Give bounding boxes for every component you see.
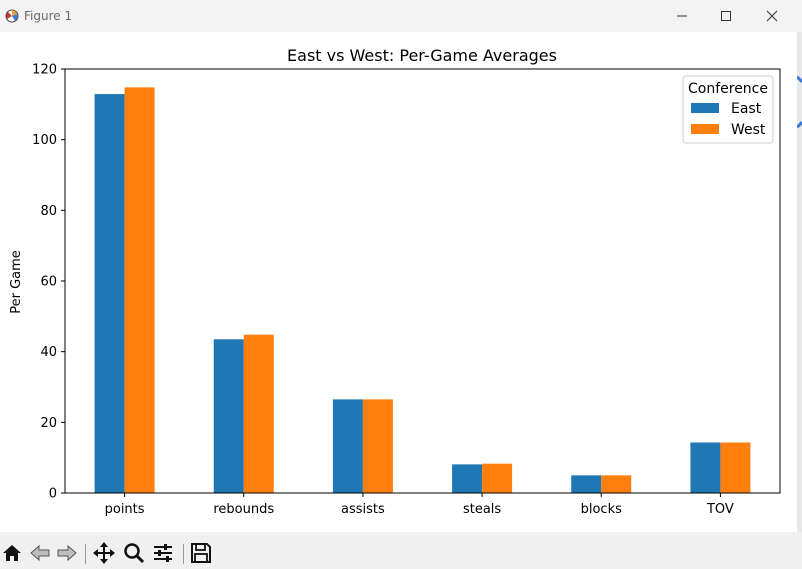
bar-west-rebounds bbox=[243, 334, 274, 493]
save-icon bbox=[191, 543, 211, 563]
window-edge bbox=[797, 32, 802, 532]
bar-west-steals bbox=[482, 463, 513, 493]
minimize-icon bbox=[677, 15, 687, 17]
y-tick-label: 100 bbox=[32, 133, 57, 148]
bar-chart: East vs West: Per-Game Averages Per Game… bbox=[9, 46, 781, 517]
legend-swatch-west bbox=[691, 124, 719, 134]
home-button[interactable] bbox=[0, 541, 24, 565]
configure-subplots-icon bbox=[154, 544, 172, 562]
forward-button[interactable] bbox=[55, 541, 79, 565]
legend-swatch-east bbox=[691, 103, 719, 113]
back-arrow-icon bbox=[30, 544, 50, 562]
x-tick-label: TOV bbox=[706, 502, 734, 517]
figure-canvas: East vs West: Per-Game Averages Per Game… bbox=[0, 32, 797, 532]
y-axis: 0 20 40 60 80 100 120 bbox=[32, 63, 65, 502]
configure-subplots-button[interactable] bbox=[151, 541, 175, 565]
bar-west-blocks bbox=[601, 475, 632, 493]
legend-label-east: East bbox=[731, 101, 762, 117]
bar-west-points bbox=[124, 87, 155, 493]
y-tick-label: 60 bbox=[40, 275, 57, 290]
window-title: Figure 1 bbox=[24, 9, 73, 23]
bar-east-steals bbox=[452, 464, 483, 493]
bar-west-tov bbox=[720, 442, 751, 493]
close-icon bbox=[766, 10, 778, 22]
minimize-button[interactable] bbox=[659, 0, 705, 32]
x-tick-label: blocks bbox=[581, 502, 622, 517]
toolbar-separator bbox=[85, 544, 86, 564]
pan-icon bbox=[93, 542, 115, 564]
x-tick-label: steals bbox=[463, 502, 501, 517]
bar-east-blocks bbox=[571, 475, 602, 493]
y-tick-label: 20 bbox=[40, 416, 57, 431]
bar-east-assists bbox=[332, 399, 363, 493]
forward-arrow-icon bbox=[57, 544, 77, 562]
y-axis-label: Per Game bbox=[9, 250, 24, 314]
y-tick-label: 0 bbox=[49, 487, 57, 502]
maximize-button[interactable] bbox=[703, 0, 749, 32]
toolbar-separator bbox=[183, 544, 184, 564]
legend-title: Conference bbox=[688, 81, 768, 97]
bars-group bbox=[94, 87, 751, 493]
y-tick-label: 120 bbox=[32, 63, 57, 78]
chart-title: East vs West: Per-Game Averages bbox=[287, 46, 557, 65]
bar-east-rebounds bbox=[213, 339, 244, 493]
zoom-button[interactable] bbox=[122, 541, 146, 565]
legend: Conference East West bbox=[682, 75, 774, 144]
zoom-icon bbox=[124, 543, 145, 564]
back-button[interactable] bbox=[28, 541, 52, 565]
legend-label-west: West bbox=[731, 122, 766, 138]
maximize-icon bbox=[721, 11, 731, 21]
pan-button[interactable] bbox=[92, 541, 116, 565]
x-axis: points rebounds assists steals blocks TOV bbox=[105, 493, 734, 517]
bar-east-tov bbox=[690, 442, 721, 493]
bar-west-assists bbox=[362, 399, 393, 493]
x-tick-label: assists bbox=[341, 502, 385, 517]
x-tick-label: rebounds bbox=[213, 502, 274, 517]
navigation-toolbar bbox=[0, 532, 802, 569]
y-tick-label: 80 bbox=[40, 204, 57, 219]
plot-frame bbox=[64, 68, 781, 494]
y-tick-label: 40 bbox=[40, 345, 57, 360]
save-button[interactable] bbox=[189, 541, 213, 565]
close-button[interactable] bbox=[749, 0, 795, 32]
x-tick-label: points bbox=[105, 502, 145, 517]
home-icon bbox=[3, 545, 21, 561]
matplotlib-app-icon bbox=[5, 9, 19, 23]
window-titlebar: Figure 1 bbox=[0, 0, 802, 32]
bar-east-points bbox=[94, 94, 125, 493]
partial-shape-icon bbox=[797, 75, 802, 129]
